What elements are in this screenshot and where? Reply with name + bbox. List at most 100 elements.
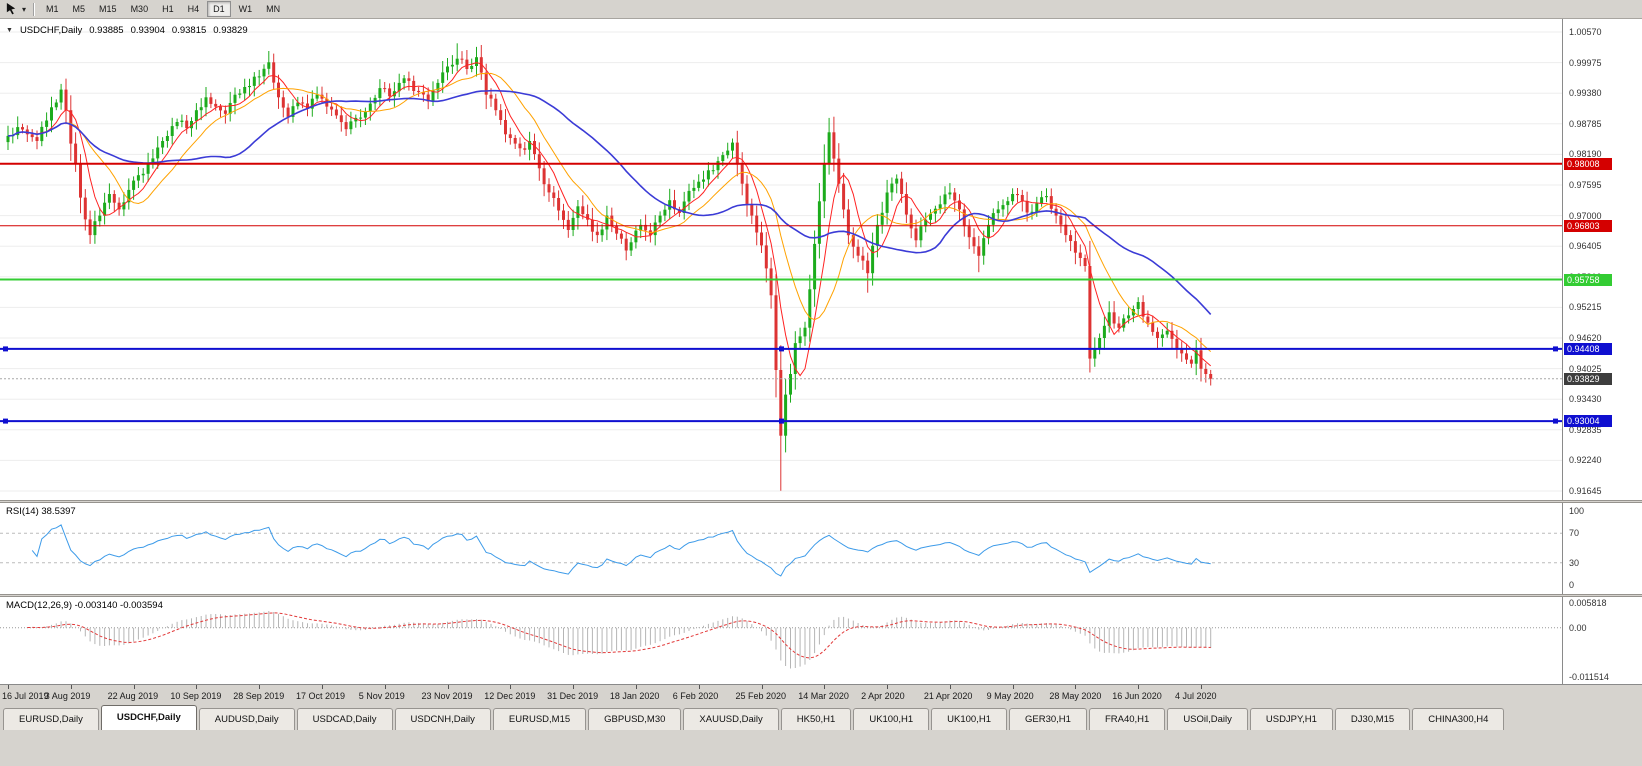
price-level-badge: 0.94408 — [1564, 342, 1612, 355]
chart-tab[interactable]: CHINA300,H4 — [1412, 708, 1505, 730]
price-level-badge: 0.93004 — [1564, 415, 1612, 428]
date-tick — [133, 685, 135, 689]
timeframe-button-m1[interactable]: M1 — [46, 4, 59, 14]
price-axis-label: 0.97000 — [1569, 210, 1602, 221]
date-tick — [635, 685, 637, 689]
date-axis-label: 28 Sep 2019 — [233, 691, 285, 701]
timeframe-button-m5[interactable]: M5 — [72, 4, 86, 14]
date-axis-label: 12 Dec 2019 — [484, 691, 536, 701]
price-level-badge: 0.98008 — [1564, 157, 1612, 170]
rsi-axis-label: 30 — [1569, 557, 1580, 568]
date-axis-label: 9 May 2020 — [986, 691, 1034, 701]
date-axis-label: 10 Sep 2019 — [170, 691, 222, 701]
date-axis-label: 25 Feb 2020 — [735, 691, 787, 701]
date-tick — [259, 685, 261, 689]
date-tick — [8, 685, 9, 689]
chart-tab[interactable]: EURUSD,M15 — [492, 708, 587, 730]
price-axis-label: 0.91645 — [1569, 486, 1602, 496]
chart-tab[interactable]: USDCHF,Daily — [100, 705, 197, 730]
date-tick — [698, 685, 700, 689]
top-toolbar: ▾ M1 M5 M15 M30 H1 H4 D1 W1 MN — [0, 0, 1642, 19]
chart-tab[interactable]: GBPUSD,M30 — [588, 708, 682, 730]
date-axis-label: 16 Jul 2019 — [2, 691, 49, 701]
price-axis-label: 0.99975 — [1569, 57, 1602, 68]
chart-tab[interactable]: AUDUSD,Daily — [198, 708, 295, 730]
ohlc-low: 0.93815 — [171, 25, 207, 36]
date-tick — [70, 685, 72, 689]
date-tick — [1201, 685, 1202, 689]
toolbar-dropdown-icon[interactable]: ▾ — [22, 4, 27, 14]
date-tick — [196, 685, 198, 689]
main-chart-canvas[interactable] — [0, 19, 1562, 500]
macd-axis-label: 0.005818 — [1569, 598, 1607, 608]
chart-tab-bar: EURUSD,Daily USDCHF,Daily AUDUSD,Daily USDC… — [0, 704, 1642, 732]
rsi-axis-label: 100 — [1569, 506, 1585, 516]
panel-separator[interactable] — [0, 594, 1642, 597]
chart-collapse-icon[interactable]: ▼ — [6, 27, 13, 34]
chart-tab[interactable]: DJ30,M15 — [1334, 708, 1411, 730]
price-level-badge: 0.95758 — [1564, 273, 1612, 286]
price-level-badge: 0.96803 — [1564, 219, 1612, 232]
timeframe-toolbar: M1 M5 M15 M30 H1 H4 D1 W1 MN — [39, 1, 287, 17]
price-axis-label: 0.94620 — [1569, 333, 1602, 343]
price-axis-label: 1.00570 — [1569, 27, 1602, 37]
chart-title: USDCHF,Daily — [19, 25, 83, 36]
timeframe-button-h1[interactable]: H1 — [162, 4, 174, 14]
date-tick — [824, 685, 826, 689]
date-tick — [322, 685, 323, 689]
chart-tab[interactable]: GER30,H1 — [1009, 708, 1087, 730]
price-axis-label: 0.98785 — [1569, 118, 1602, 129]
date-axis-label: 5 Nov 2019 — [358, 691, 405, 701]
date-tick — [761, 685, 763, 689]
chart-tab[interactable]: XAUUSD,Daily — [683, 708, 779, 730]
chart-tab[interactable]: EURUSD,Daily — [3, 708, 99, 730]
date-axis-label: 16 Jun 2020 — [1112, 691, 1162, 701]
timeframe-button-w1[interactable]: W1 — [238, 4, 253, 14]
current-price-badge: 0.93829 — [1564, 372, 1612, 385]
chart-tab[interactable]: USDCNH,Daily — [394, 708, 491, 730]
date-axis-label: 4 Jul 2020 — [1175, 691, 1217, 701]
date-tick — [573, 685, 575, 689]
chart-tab[interactable]: UK100,H1 — [931, 708, 1008, 730]
cursor-arrow-icon — [6, 2, 16, 15]
ohlc-open: 0.93885 — [89, 25, 124, 36]
date-axis-label: 17 Oct 2019 — [296, 691, 346, 701]
date-tick — [949, 685, 951, 689]
panel-separator[interactable] — [0, 500, 1642, 503]
timeframe-button-m30[interactable]: M30 — [130, 4, 149, 14]
ohlc-high: 0.93904 — [130, 25, 165, 36]
timeframe-button-d1[interactable]: D1 — [207, 1, 231, 17]
timeframe-button-m15[interactable]: M15 — [99, 4, 117, 14]
rsi-indicator-label: RSI(14) 38.5397 — [6, 506, 76, 517]
cursor-tool-icon[interactable] — [5, 2, 18, 16]
date-axis-label: 23 Nov 2019 — [421, 691, 473, 701]
price-axis[interactable]: 1.00570 0.99975 0.99380 0.98785 0.98190 0.975… — [1562, 19, 1642, 684]
date-axis-label: 3 Aug 2019 — [44, 691, 91, 701]
chart-tab[interactable]: HK50,H1 — [780, 708, 852, 730]
timeframe-button-h4[interactable]: H4 — [187, 4, 200, 14]
timeframe-button-mn[interactable]: MN — [266, 4, 281, 14]
date-axis-label: 2 Apr 2020 — [861, 691, 905, 701]
price-axis-label: 0.97595 — [1569, 180, 1602, 190]
date-tick — [510, 685, 512, 689]
chart-tab[interactable]: UK100,H1 — [853, 708, 930, 730]
chart-tab[interactable]: FRA40,H1 — [1088, 708, 1166, 730]
chart-tab[interactable]: USDJPY,H1 — [1249, 708, 1333, 730]
chart-tab[interactable]: USDCAD,Daily — [296, 708, 393, 730]
macd-panel-canvas[interactable] — [0, 597, 1562, 684]
ohlc-close: 0.93829 — [213, 25, 248, 36]
rsi-axis-label: 70 — [1569, 528, 1580, 539]
macd-axis-label: 0.00 — [1569, 622, 1587, 633]
price-axis-label: 0.95215 — [1569, 302, 1602, 313]
rsi-axis-label: 0 — [1569, 580, 1575, 590]
chart-tab[interactable]: USOil,Daily — [1167, 708, 1248, 730]
rsi-panel-canvas[interactable] — [0, 503, 1562, 594]
date-axis-label: 18 Jan 2020 — [609, 691, 660, 701]
date-tick — [447, 685, 449, 689]
date-axis[interactable]: 16 Jul 2019 3 Aug 2019 22 Aug 2019 10 Sep 2… — [0, 684, 1642, 704]
toolbar-separator — [33, 2, 35, 16]
date-axis-label: 14 Mar 2020 — [798, 691, 849, 701]
chart-window: ▼ USDCHF,Daily 0.93885 0.93904 0.93815 0… — [0, 19, 1642, 704]
macd-indicator-label: MACD(12,26,9) -0.003140 -0.003594 — [6, 600, 163, 611]
